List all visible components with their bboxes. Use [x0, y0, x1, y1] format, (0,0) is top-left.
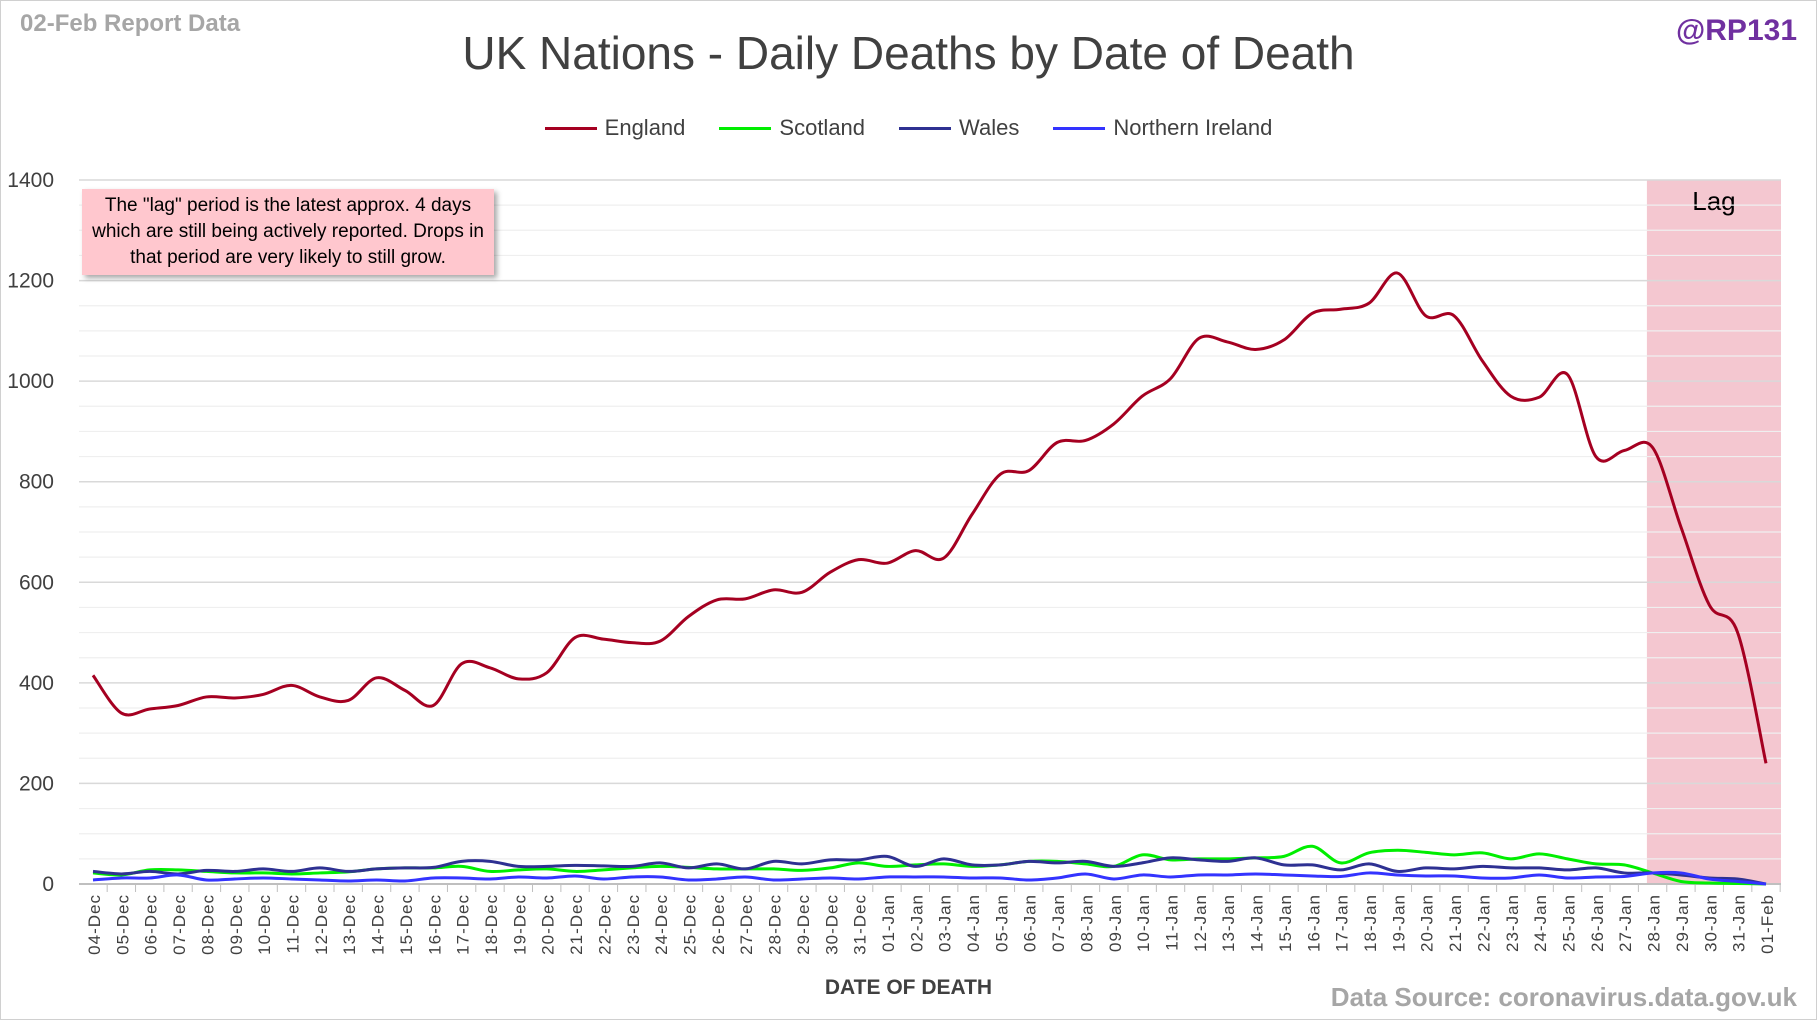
x-tick-label: 16-Jan [1304, 894, 1323, 952]
x-tick-label: 25-Dec [680, 894, 699, 955]
x-tick-label: 27-Jan [1616, 894, 1635, 952]
chart-title: UK Nations - Daily Deaths by Date of Dea… [462, 27, 1355, 79]
x-tick-label: 06-Jan [1021, 894, 1040, 952]
x-tick-label: 27-Dec [737, 894, 756, 955]
x-tick-label: 25-Jan [1560, 894, 1579, 952]
x-tick-label: 02-Jan [907, 894, 926, 952]
y-tick-label: 0 [42, 873, 54, 896]
x-tick-label: 03-Jan [936, 894, 955, 952]
x-tick-label: 09-Dec [227, 894, 246, 955]
legend-swatch [899, 126, 952, 130]
legend-label: Scotland [779, 115, 866, 140]
x-tick-label: 26-Jan [1588, 894, 1607, 952]
x-tick-label: 21-Dec [567, 894, 586, 955]
x-tick-label: 15-Dec [397, 894, 416, 955]
x-tick-label: 01-Jan [879, 894, 898, 952]
x-tick-label: 23-Jan [1503, 894, 1522, 952]
series-line-northern-ireland [92, 870, 1767, 886]
x-tick-label: 12-Jan [1191, 894, 1210, 952]
x-tick-label: 22-Dec [595, 894, 614, 955]
x-tick-label: 18-Dec [482, 894, 501, 955]
y-tick-label: 1400 [7, 169, 54, 192]
legend-label: Wales [959, 115, 1020, 140]
x-tick-label: 01-Feb [1758, 894, 1777, 954]
data-source: Data Source: coronavirus.data.gov.uk [1330, 982, 1797, 1012]
x-tick-label: 11-Dec [283, 894, 302, 954]
legend-label: Northern Ireland [1113, 115, 1273, 140]
x-tick-label: 19-Dec [510, 894, 529, 955]
x-tick-label: 17-Jan [1333, 894, 1352, 952]
x-tick-label: 05-Dec [113, 894, 132, 955]
legend-item-england: England [544, 115, 686, 141]
y-tick-label: 400 [19, 672, 54, 695]
y-tick-label: 1200 [7, 270, 54, 293]
x-tick-label: 09-Jan [1106, 894, 1125, 952]
x-tick-label: 21-Jan [1446, 894, 1465, 952]
x-tick-label: 24-Dec [652, 894, 671, 955]
x-tick-label: 31-Dec [851, 894, 870, 955]
x-tick-label: 14-Jan [1248, 894, 1267, 952]
lag-annotation: The "lag" period is the latest approx. 4… [82, 189, 494, 275]
x-tick-label: 18-Jan [1361, 894, 1380, 952]
series-line-england [91, 271, 1768, 764]
x-tick-label: 24-Jan [1531, 894, 1550, 952]
x-tick-label: 14-Dec [369, 894, 388, 955]
report-date-label: 02-Feb Report Data [20, 10, 241, 37]
x-tick-label: 28-Jan [1645, 894, 1664, 952]
y-tick-label: 600 [19, 571, 54, 594]
x-tick-label: 30-Jan [1701, 894, 1720, 952]
x-tick-label: 16-Dec [425, 894, 444, 955]
legend-item-northern-ireland: Northern Ireland [1053, 115, 1272, 141]
x-axis-title: DATE OF DEATH [824, 976, 993, 999]
series-line-wales [92, 854, 1767, 886]
x-tick-label: 12-Dec [312, 894, 331, 955]
author-handle: @RP131 [1676, 14, 1797, 47]
x-tick-label: 29-Dec [794, 894, 813, 955]
legend-swatch [1053, 126, 1106, 130]
x-tick-label: 08-Dec [198, 894, 217, 955]
x-tick-label: 10-Jan [1134, 894, 1153, 952]
x-tick-label: 05-Jan [992, 894, 1011, 952]
lag-label: Lag [1692, 186, 1735, 216]
x-tick-label: 22-Jan [1474, 894, 1493, 952]
x-tick-label: 20-Jan [1418, 894, 1437, 952]
x-tick-label: 07-Dec [170, 894, 189, 955]
x-tick-label: 11-Jan [1163, 894, 1182, 951]
x-tick-label: 29-Jan [1673, 894, 1692, 952]
legend-item-scotland: Scotland [719, 115, 865, 141]
x-tick-label: 20-Dec [539, 894, 558, 955]
x-tick-label: 17-Dec [454, 894, 473, 955]
x-tick-label: 04-Dec [85, 894, 104, 955]
x-tick-label: 10-Dec [255, 894, 274, 955]
x-tick-label: 13-Dec [340, 894, 359, 955]
x-tick-label: 06-Dec [142, 894, 161, 955]
x-tick-label: 08-Jan [1077, 894, 1096, 952]
legend-item-wales: Wales [899, 115, 1019, 141]
x-tick-label: 15-Jan [1276, 894, 1295, 952]
x-tick-label: 23-Dec [624, 894, 643, 955]
y-tick-label: 800 [19, 471, 54, 494]
x-tick-label: 13-Jan [1219, 894, 1238, 952]
x-tick-label: 19-Jan [1389, 894, 1408, 952]
x-tick-label: 28-Dec [766, 894, 785, 955]
x-tick-label: 26-Dec [709, 894, 728, 955]
x-tick-label: 31-Jan [1730, 894, 1749, 952]
x-tick-label: 07-Jan [1049, 894, 1068, 952]
x-tick-label: 04-Jan [964, 894, 983, 952]
legend-swatch [544, 126, 597, 130]
y-tick-label: 200 [19, 772, 54, 795]
legend: England Scotland Wales Northern Ireland [0, 115, 1817, 141]
legend-label: England [604, 115, 686, 140]
x-tick-label: 30-Dec [822, 894, 841, 955]
y-tick-label: 1000 [7, 370, 54, 393]
legend-swatch [719, 126, 772, 130]
